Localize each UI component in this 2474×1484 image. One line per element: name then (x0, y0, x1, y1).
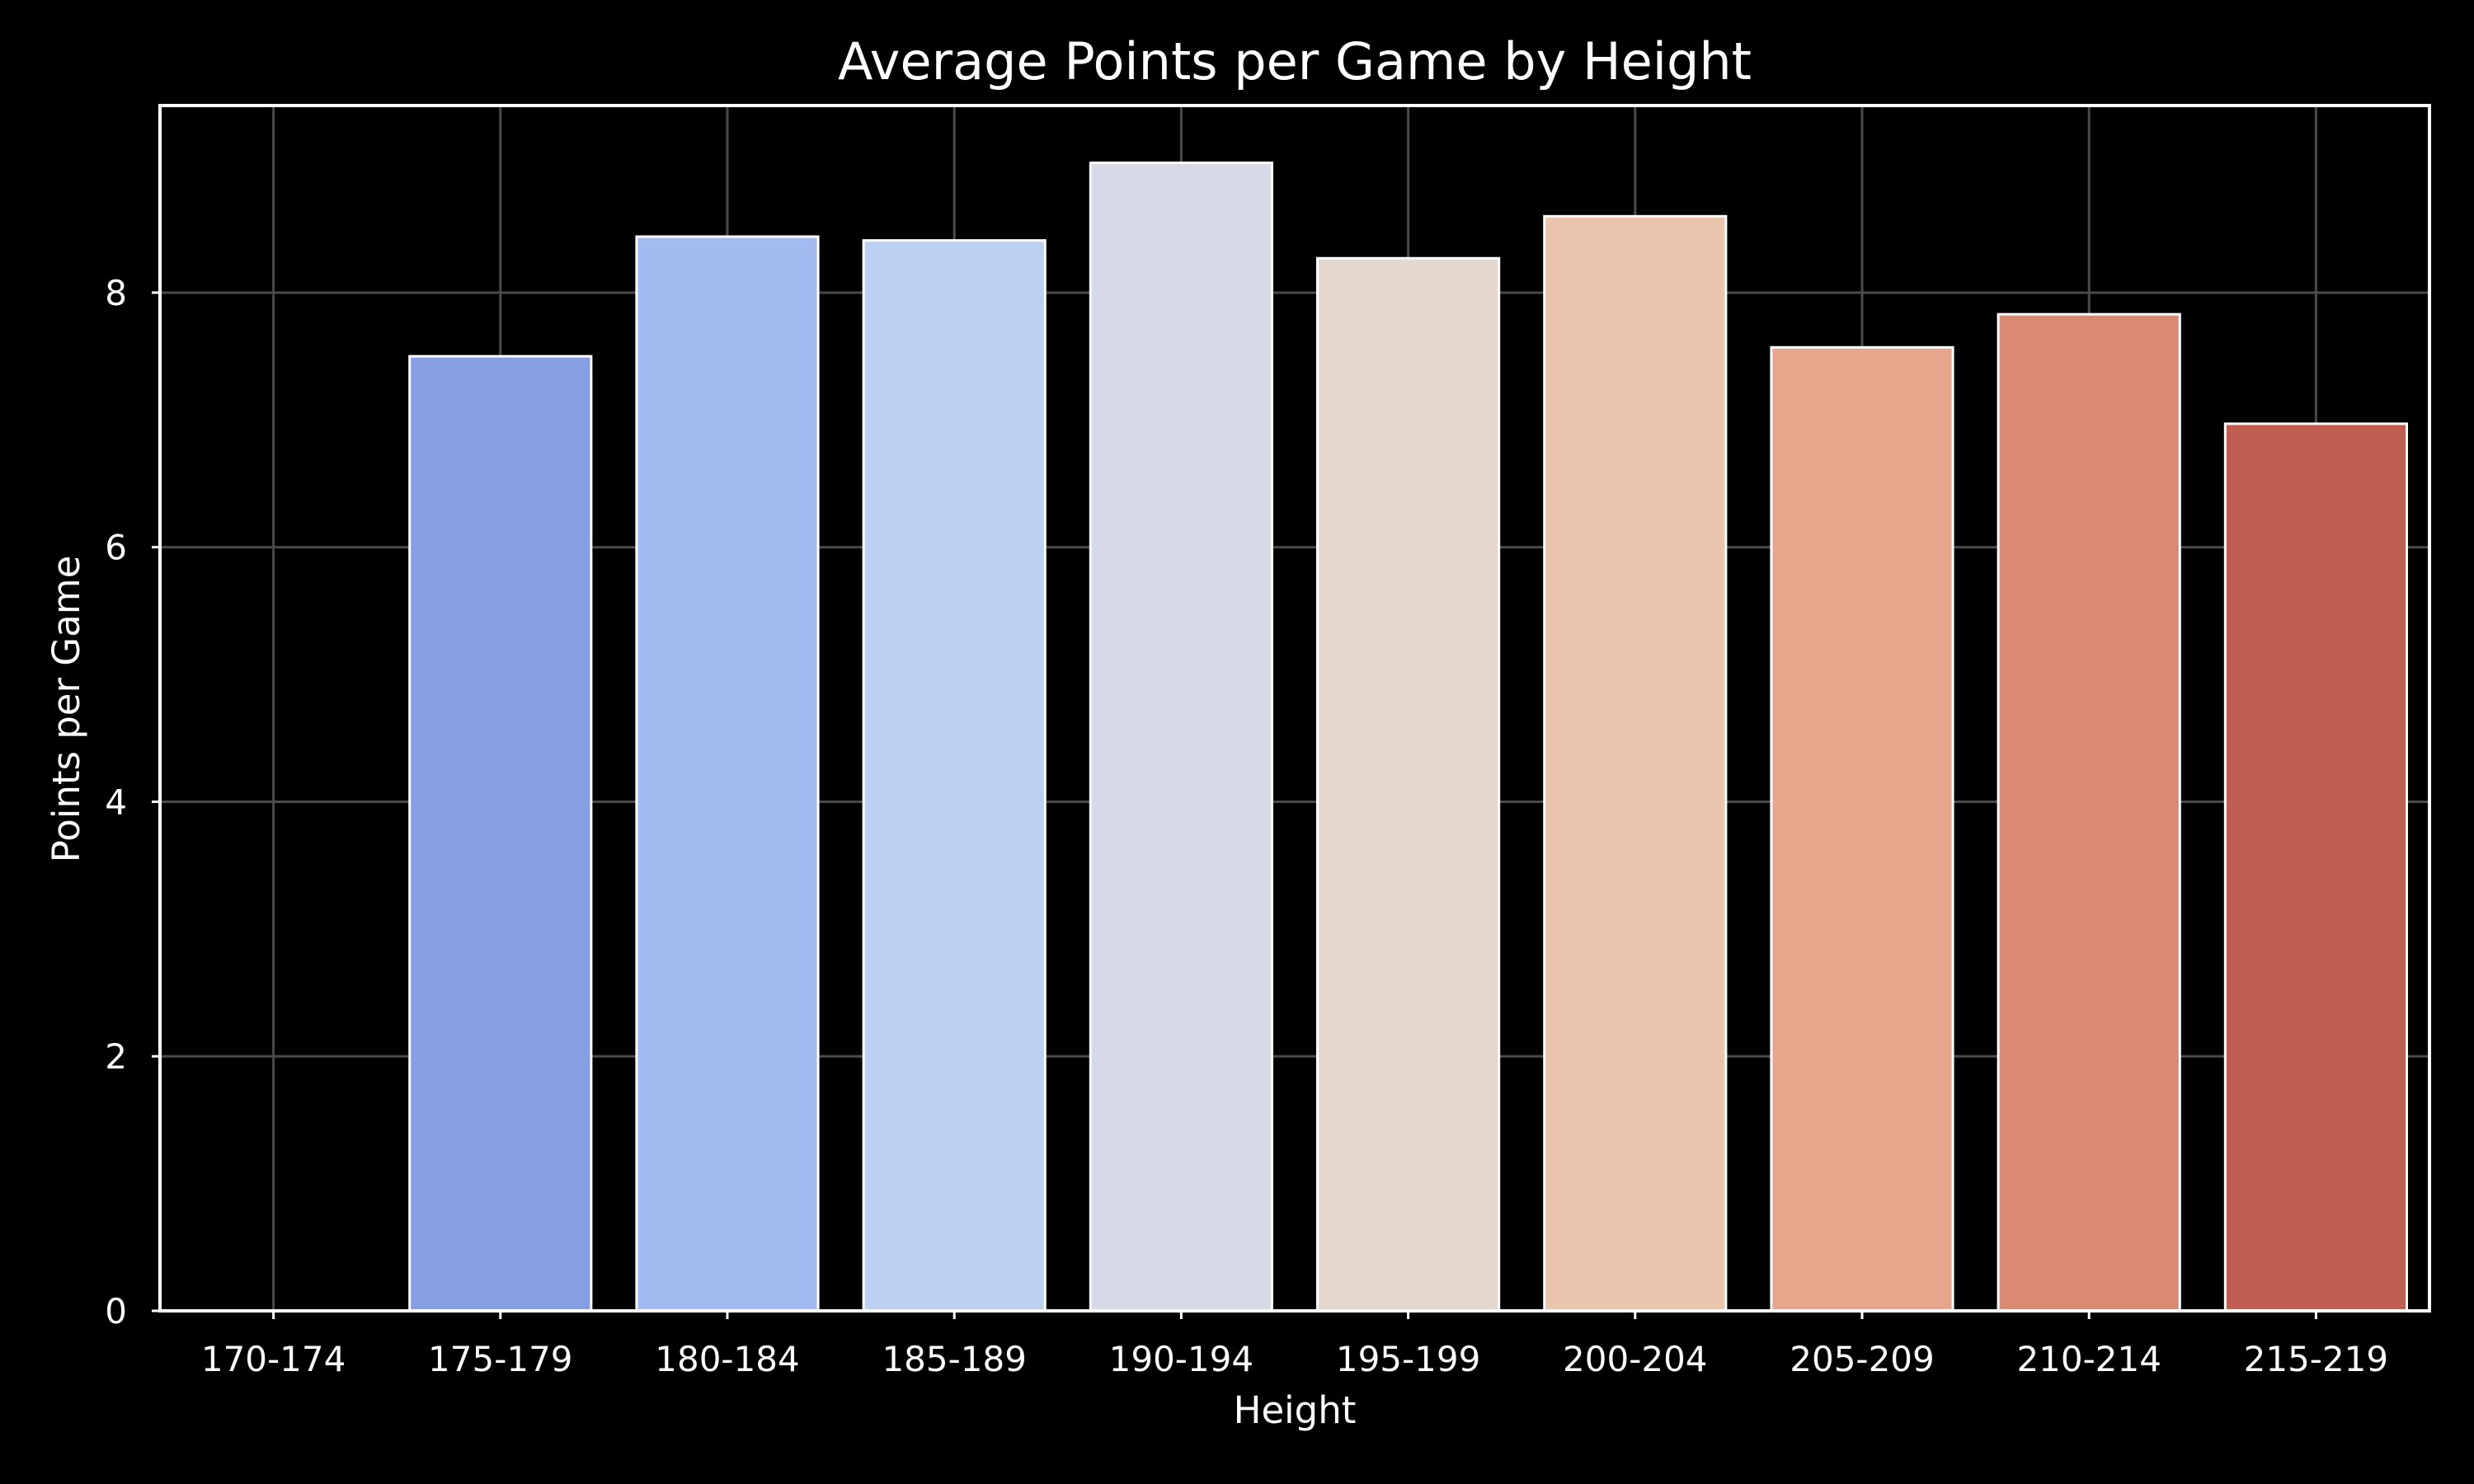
x-tick-label: 200-204 (1563, 1339, 1708, 1379)
bar-190-194 (1089, 161, 1273, 1313)
y-tick-label: 8 (105, 273, 127, 313)
bar-175-179 (408, 355, 593, 1313)
x-tick-label: 190-194 (1109, 1339, 1254, 1379)
x-axis-label: Height (1234, 1388, 1357, 1432)
y-axis-label: Points per Game (45, 556, 88, 863)
y-tick-label: 2 (105, 1036, 127, 1077)
bar-185-189 (862, 239, 1047, 1313)
x-tick-label: 180-184 (655, 1339, 800, 1379)
y-tick-label: 6 (105, 528, 127, 568)
bar-215-219 (2223, 422, 2408, 1313)
x-tick-label: 205-209 (1790, 1339, 1935, 1379)
bars (408, 161, 2408, 1313)
x-tick-label: 175-179 (428, 1339, 573, 1379)
x-tick-label: 195-199 (1336, 1339, 1481, 1379)
bar-200-204 (1543, 214, 1728, 1313)
y-tick-label: 0 (105, 1291, 127, 1331)
chart-title: Average Points per Game by Height (838, 31, 1752, 92)
x-tick-label: 215-219 (2244, 1339, 2389, 1379)
bar-205-209 (1770, 345, 1954, 1313)
x-tick-label: 210-214 (2016, 1339, 2161, 1379)
x-tick-label: 170-174 (201, 1339, 346, 1379)
bar-195-199 (1316, 256, 1501, 1313)
ticks: 0 2 4 6 8 170-174 175-179 180-184 185-189 190-194… (105, 273, 2388, 1379)
x-tick-label: 185-189 (882, 1339, 1027, 1379)
bar-210-214 (1997, 312, 2181, 1313)
y-tick-label: 4 (105, 782, 127, 822)
plot-frame (158, 104, 2431, 1313)
bar-180-184 (635, 235, 820, 1313)
